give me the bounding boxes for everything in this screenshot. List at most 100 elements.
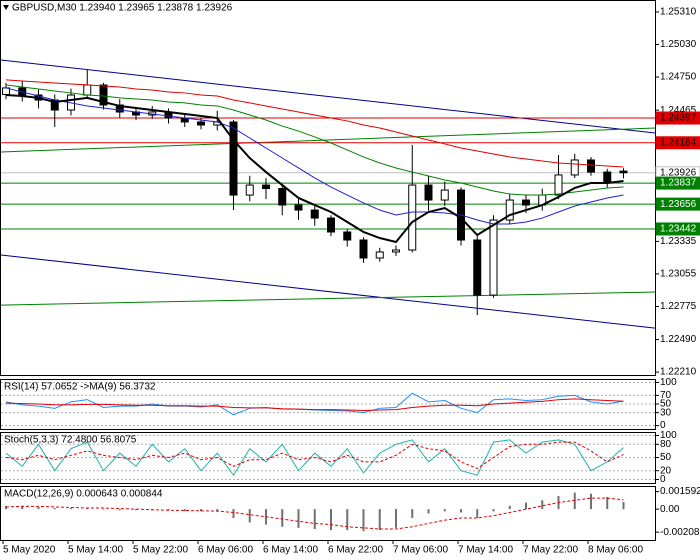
candle-body	[619, 170, 628, 174]
y-tick-label: 1.23335	[660, 236, 697, 247]
x-tick-label: 5 May 14:00	[68, 545, 123, 556]
histogram-bar	[248, 509, 251, 523]
y-tick-label: 1.22490	[660, 334, 697, 345]
histogram-bar	[216, 509, 219, 512]
y-tick-label: 1.25030	[660, 39, 697, 50]
menu-arrow	[3, 5, 9, 10]
candle-body	[278, 188, 287, 206]
histogram-bar	[508, 505, 511, 510]
candle-body	[603, 171, 612, 183]
y-tick-label: 0	[660, 474, 666, 485]
histogram-bar	[476, 509, 479, 518]
x-tick-label: 6 May 14:00	[263, 545, 318, 556]
trend-line	[0, 127, 656, 153]
level-label: 1.23926	[660, 167, 697, 178]
histogram-bar	[443, 509, 446, 512]
candle-body	[489, 219, 498, 296]
y-tick-label: 70	[660, 390, 672, 401]
histogram-bar	[200, 509, 202, 512]
x-tick-label: 6 May 22:00	[328, 545, 383, 556]
histogram-bar	[21, 505, 24, 510]
histogram-bar	[37, 506, 40, 510]
histogram-bar	[346, 509, 349, 531]
histogram-bar	[86, 508, 89, 510]
y-tick-label: 50	[660, 399, 672, 410]
histogram-bar	[525, 502, 527, 510]
histogram-bar	[606, 497, 609, 510]
panel-border	[0, 486, 656, 541]
y-tick-label: 0.00	[660, 504, 680, 515]
candle-body	[392, 249, 400, 253]
histogram-bar	[362, 509, 365, 532]
y-tick-label: 100	[660, 430, 677, 441]
histogram-bar	[622, 502, 625, 510]
trend-line	[0, 254, 656, 329]
y-tick-label: 1.22210	[660, 367, 697, 378]
candle-body	[424, 184, 433, 201]
candle-body	[408, 184, 417, 251]
y-tick-label: 1.23055	[660, 269, 697, 280]
histogram-bar	[232, 509, 235, 518]
level-label: 1.23656	[660, 199, 697, 210]
level-label-box	[655, 176, 700, 190]
series-line	[5, 87, 624, 225]
level-label-box	[655, 111, 700, 125]
candle-body	[343, 231, 352, 241]
histogram-bar	[167, 509, 170, 511]
histogram-bar	[573, 492, 576, 510]
candle-body	[294, 204, 303, 211]
level-label-box	[655, 197, 700, 211]
level-label: 1.23442	[660, 224, 697, 235]
histogram-bar	[70, 508, 72, 510]
series-line	[5, 398, 624, 411]
histogram-bar	[460, 509, 462, 513]
y-tick-label: 1.24750	[660, 72, 697, 83]
candle-body	[554, 174, 563, 196]
candle-body	[83, 84, 92, 96]
candle-body	[229, 121, 238, 196]
candle-body	[570, 159, 579, 176]
y-tick-label: 80	[660, 439, 672, 450]
y-tick-label: 50	[660, 452, 672, 463]
histogram-bar	[135, 509, 137, 511]
panel-title: Stoch(5,3,3) 72.4800 56.8075	[4, 435, 137, 446]
candle-body	[327, 217, 335, 233]
candle-body	[587, 159, 595, 173]
series-line	[5, 497, 624, 530]
candle-body	[440, 189, 449, 201]
x-tick-label: 5 May 2020	[3, 545, 56, 556]
series-line	[5, 441, 624, 470]
series-line	[5, 84, 624, 196]
histogram-bar	[313, 509, 316, 529]
y-tick-label: 0.001592	[660, 486, 700, 497]
series-line	[5, 94, 624, 244]
candle-body	[473, 239, 482, 296]
histogram-bar	[378, 509, 381, 531]
histogram-bar	[183, 509, 186, 512]
y-tick-label: 20	[660, 465, 672, 476]
y-tick-label: 1.22775	[660, 301, 697, 312]
series-line	[5, 439, 624, 476]
histogram-bar	[590, 493, 592, 510]
x-tick-label: 7 May 06:00	[393, 545, 448, 556]
histogram-bar	[281, 509, 284, 527]
x-tick-label: 6 May 06:00	[198, 545, 253, 556]
histogram-bar	[330, 509, 332, 531]
y-tick-label: 1.24465	[660, 105, 697, 116]
level-label-box	[655, 136, 700, 150]
y-tick-label: -0.002087	[660, 527, 700, 538]
x-tick-label: 7 May 14:00	[458, 545, 513, 556]
panel-title: GBPUSD,M30 1.23940 1.23965 1.23878 1.239…	[12, 3, 233, 14]
candle-body	[359, 239, 368, 259]
level-label: 1.24184	[660, 137, 697, 148]
panel-title: MACD(12,26,9) 0.000643 0.000844	[4, 489, 163, 500]
candle-body	[245, 184, 254, 196]
level-label-box	[655, 222, 700, 236]
level-label: 1.24397	[660, 113, 697, 124]
y-tick-label: 1.25310	[660, 7, 697, 18]
trend-line	[0, 291, 656, 306]
panel-title: RSI(14) 57.0652 ->MA(9) 56.3732	[4, 382, 156, 393]
